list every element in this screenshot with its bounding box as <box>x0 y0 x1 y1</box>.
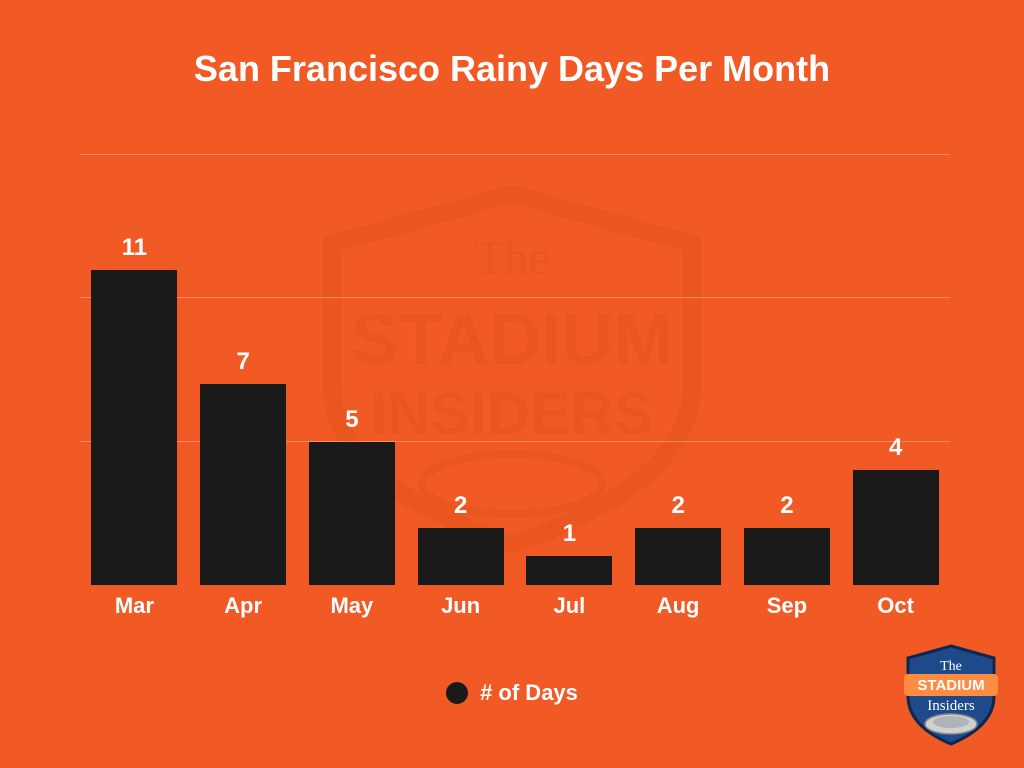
chart-plot-area: 11 7 5 2 1 2 2 4 <box>80 155 950 585</box>
x-axis-labels: MarAprMayJunJulAugSepOct <box>80 593 950 619</box>
x-axis-label: Mar <box>80 593 189 619</box>
bar-value-label: 2 <box>780 492 793 520</box>
corner-logo: The STADIUM Insiders <box>896 640 1006 750</box>
bar <box>635 528 721 585</box>
bar <box>526 556 612 585</box>
bar-value-label: 11 <box>122 234 147 262</box>
bar-slot: 4 <box>841 155 950 585</box>
bar-slot: 7 <box>189 155 298 585</box>
x-axis-label: Jun <box>406 593 515 619</box>
bar-value-label: 4 <box>889 434 902 462</box>
bar-value-label: 1 <box>563 520 576 548</box>
bar <box>744 528 830 585</box>
bar <box>91 270 177 585</box>
bar <box>418 528 504 585</box>
svg-text:The: The <box>940 659 962 674</box>
x-axis-label: Oct <box>841 593 950 619</box>
legend-label: # of Days <box>480 680 578 706</box>
bar-slot: 11 <box>80 155 189 585</box>
bar-value-label: 2 <box>454 492 467 520</box>
x-axis-label: Aug <box>624 593 733 619</box>
bar-slot: 5 <box>298 155 407 585</box>
bar-slot: 2 <box>406 155 515 585</box>
bar-slot: 1 <box>515 155 624 585</box>
bar <box>200 384 286 585</box>
x-axis-label: Jul <box>515 593 624 619</box>
bar-value-label: 2 <box>671 492 684 520</box>
bar-slot: 2 <box>733 155 842 585</box>
legend-swatch <box>446 682 468 704</box>
bar <box>853 470 939 585</box>
bar-slot: 2 <box>624 155 733 585</box>
svg-text:Insiders: Insiders <box>927 698 975 714</box>
x-axis-label: Apr <box>189 593 298 619</box>
bars-container: 11 7 5 2 1 2 2 4 <box>80 155 950 585</box>
bar-value-label: 5 <box>345 406 358 434</box>
bar <box>309 442 395 585</box>
svg-text:STADIUM: STADIUM <box>917 677 984 694</box>
chart-title: San Francisco Rainy Days Per Month <box>0 48 1024 90</box>
x-axis-label: Sep <box>733 593 842 619</box>
bar-value-label: 7 <box>236 348 249 376</box>
legend: # of Days <box>0 680 1024 706</box>
x-axis-label: May <box>298 593 407 619</box>
